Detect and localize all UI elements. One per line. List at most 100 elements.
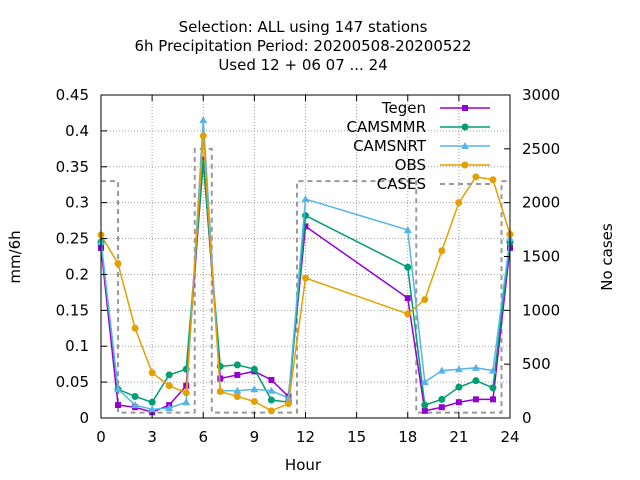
y-tick-label: 0.25 xyxy=(56,230,89,248)
data-point-camsmmr xyxy=(233,361,241,369)
x-tick-label: 12 xyxy=(296,428,315,446)
data-point-tegen xyxy=(421,407,428,414)
data-point-obs xyxy=(165,382,173,390)
data-point-obs xyxy=(131,324,139,332)
data-point-tegen xyxy=(472,396,479,403)
legend-marker-camsmmr xyxy=(461,123,469,131)
y-tick-label: 0.3 xyxy=(65,194,89,212)
data-point-camsnrt xyxy=(199,116,208,124)
x-tick-label: 18 xyxy=(398,428,417,446)
data-point-camsnrt xyxy=(131,401,140,409)
data-point-camsnrt xyxy=(233,386,242,394)
data-point-camsmmr xyxy=(489,384,497,392)
data-point-camsnrt xyxy=(454,365,463,373)
data-point-camsmmr xyxy=(250,365,258,373)
series-line-camsnrt xyxy=(100,120,511,411)
data-point-obs xyxy=(455,199,463,207)
data-point-tegen xyxy=(217,375,224,382)
data-point-camsnrt xyxy=(165,403,174,411)
data-point-obs xyxy=(233,392,241,400)
x-axis-label: Hour xyxy=(285,456,322,474)
data-point-camsmmr xyxy=(148,398,156,406)
data-point-tegen xyxy=(200,156,207,163)
data-point-obs xyxy=(302,274,309,282)
title-line-3: Used 12 + 06 07 ... 24 xyxy=(218,56,387,74)
data-point-tegen xyxy=(302,223,309,230)
y-tick-label: 0.2 xyxy=(65,265,89,283)
x-tick-label: 3 xyxy=(147,428,157,446)
title-line-1: Selection: ALL using 147 stations xyxy=(179,18,428,36)
data-point-obs xyxy=(267,407,275,415)
data-point-obs xyxy=(250,397,258,405)
data-point-obs xyxy=(489,176,497,184)
data-point-camsmmr xyxy=(472,377,480,385)
data-point-tegen xyxy=(404,295,411,302)
data-point-camsnrt xyxy=(250,385,259,393)
data-point-camsnrt xyxy=(267,386,276,394)
data-point-obs xyxy=(404,310,412,318)
legend-label-obs: OBS xyxy=(395,156,426,174)
y-tick-label: 0.05 xyxy=(56,373,89,391)
x-tick-label: 9 xyxy=(250,428,260,446)
data-point-camsmmr xyxy=(455,383,463,391)
x-tick-label: 0 xyxy=(96,428,106,446)
data-point-camsmmr xyxy=(267,396,275,404)
data-point-obs xyxy=(284,400,292,408)
chart-title: Selection: ALL using 147 stations 6h Pre… xyxy=(134,18,471,74)
data-point-tegen xyxy=(115,402,122,409)
data-point-camsnrt xyxy=(284,393,293,401)
data-point-obs xyxy=(182,389,190,397)
data-point-tegen xyxy=(234,371,241,378)
data-series xyxy=(97,116,514,416)
legend-label-camsmmr: CAMSMMR xyxy=(346,118,426,136)
y-tick-label: 0 xyxy=(79,409,89,427)
series-obs xyxy=(97,132,514,415)
y-tick-label: 0.15 xyxy=(56,301,89,319)
y2-axis-label: No cases xyxy=(598,223,616,291)
data-point-camsnrt xyxy=(114,385,123,393)
y2-tick-label: 500 xyxy=(522,355,551,373)
data-point-tegen xyxy=(489,396,496,403)
y2-tick-label: 1500 xyxy=(522,248,560,266)
data-point-camsnrt xyxy=(420,378,429,386)
data-point-camsmmr xyxy=(421,401,429,409)
legend-label-camsnrt: CAMSNRT xyxy=(353,137,427,155)
y-tick-label: 0.45 xyxy=(56,86,89,104)
data-point-obs xyxy=(216,387,224,395)
data-point-obs xyxy=(438,247,446,255)
series-camsnrt xyxy=(97,116,514,413)
axes: 0 3 6 9 12 15 18 21 2400.050.10.150.20.250.30.35… xyxy=(56,86,561,446)
x-tick-label: 6 xyxy=(198,428,208,446)
y-axis-label: mm/6h xyxy=(6,230,24,283)
data-point-camsnrt xyxy=(437,366,446,374)
y-tick-label: 0.35 xyxy=(56,158,89,176)
data-point-camsmmr xyxy=(165,371,173,379)
y2-tick-label: 0 xyxy=(522,409,532,427)
title-line-2: 6h Precipitation Period: 20200508-202005… xyxy=(134,37,471,55)
legend-marker-camsnrt xyxy=(461,142,469,149)
data-point-camsmmr xyxy=(404,263,412,271)
data-point-obs xyxy=(148,369,156,377)
data-point-tegen xyxy=(268,376,275,383)
data-point-camsmmr xyxy=(302,212,309,220)
data-point-obs xyxy=(472,173,480,181)
data-point-obs xyxy=(421,296,429,304)
x-tick-label: 15 xyxy=(347,428,366,446)
legend-marker-obs xyxy=(461,161,469,169)
legend-label-tegen: Tegen xyxy=(381,99,426,117)
data-point-camsmmr xyxy=(131,392,139,400)
y2-tick-label: 1000 xyxy=(522,301,560,319)
y2-tick-label: 2000 xyxy=(522,194,560,212)
data-point-camsnrt xyxy=(148,405,157,413)
data-point-camsnrt xyxy=(301,195,310,203)
series-line-obs xyxy=(100,135,511,412)
y-tick-label: 0.4 xyxy=(65,122,89,140)
data-point-camsnrt xyxy=(182,398,191,406)
y2-tick-label: 2500 xyxy=(522,140,560,158)
x-tick-label: 21 xyxy=(449,428,468,446)
data-point-camsnrt xyxy=(403,225,412,233)
y-tick-label: 0.1 xyxy=(65,337,89,355)
data-point-tegen xyxy=(455,399,462,406)
